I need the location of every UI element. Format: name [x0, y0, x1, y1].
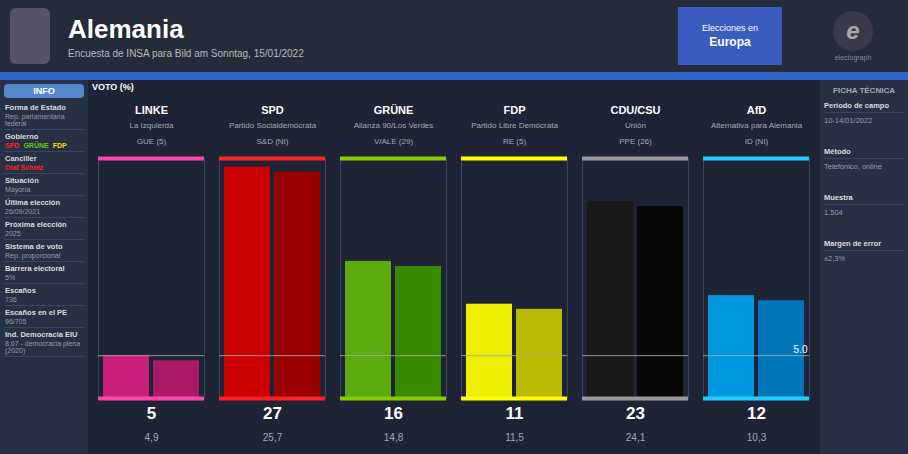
- svg-text:CDU/CSU: CDU/CSU: [610, 104, 660, 116]
- html-text:Europa: Europa: [709, 35, 751, 49]
- svg-text:11: 11: [506, 404, 524, 423]
- html-text:Ind. Democracia EIU: Ind. Democracia EIU: [5, 330, 78, 339]
- html-text:±2,3%: ±2,3%: [824, 254, 846, 263]
- html-text:FDP: FDP: [52, 142, 67, 149]
- html-text:Escaños en el PE: Escaños en el PE: [5, 308, 68, 317]
- html-text:Período de campo: Período de campo: [824, 101, 889, 110]
- html-text:Telefónico, online: Telefónico, online: [824, 162, 882, 171]
- svg-text:ID (NI): ID (NI): [745, 137, 769, 146]
- svg-text:GRÜNE: GRÜNE: [374, 104, 414, 116]
- svg-text:LINKE: LINKE: [135, 104, 168, 116]
- html-text:Elecciones en: Elecciones en: [702, 23, 758, 33]
- html-text:10-14/01/2022: 10-14/01/2022: [824, 116, 873, 125]
- svg-text:24,1: 24,1: [626, 432, 646, 443]
- svg-text:FDP: FDP: [504, 104, 526, 116]
- html-text:Barrera electoral: Barrera electoral: [5, 264, 65, 273]
- svg-text:4,9: 4,9: [145, 432, 159, 443]
- html-text:Mayoría: Mayoría: [5, 186, 31, 193]
- html-text:FICHA TÉCNICA: FICHA TÉCNICA: [833, 86, 895, 95]
- html-text:GRÜNE: GRÜNE: [23, 142, 49, 149]
- html-text:VOTO (%): VOTO (%): [92, 82, 134, 92]
- svg-text:25,7: 25,7: [263, 432, 283, 443]
- html-text:Última elección: Última elección: [5, 198, 60, 207]
- svg-text:RE (5): RE (5): [503, 137, 526, 146]
- svg-text:27: 27: [263, 404, 282, 423]
- html-text:Método: Método: [824, 147, 851, 156]
- html-text:Rep. parlamentaria federal: Rep. parlamentaria federal: [5, 113, 65, 127]
- svg-text:11,5: 11,5: [505, 432, 524, 443]
- html-text:8,67 - democracia plena (2020): 8,67 - democracia plena (2020): [5, 340, 81, 354]
- svg-text:Partido Socialdemócrata: Partido Socialdemócrata: [229, 121, 317, 130]
- svg-text:La Izquierda: La Izquierda: [129, 121, 174, 130]
- svg-text:S&D (NI): S&D (NI): [257, 137, 289, 146]
- html-text:Canciller: Canciller: [5, 154, 37, 163]
- svg-text:Unión: Unión: [625, 121, 646, 130]
- html-text:electograph: electograph: [834, 54, 872, 61]
- html-text:e: e: [846, 17, 860, 44]
- svg-text:Alternativa para Alemania: Alternativa para Alemania: [711, 121, 803, 130]
- svg-text:SPD: SPD: [261, 104, 284, 116]
- html-text:Forma de Estado: Forma de Estado: [5, 103, 66, 112]
- svg-text:Partido Libre Demócrata: Partido Libre Demócrata: [471, 121, 558, 130]
- html-text:736: 736: [5, 296, 17, 303]
- html-text:Alemania: Alemania: [68, 13, 184, 44]
- svg-text:GUE (5): GUE (5): [137, 137, 167, 146]
- svg-text:PPE (26): PPE (26): [619, 137, 652, 146]
- html-text:2025: 2025: [5, 230, 21, 237]
- svg-text:5.0: 5.0: [794, 344, 808, 355]
- html-text:26/09/2021: 26/09/2021: [5, 208, 40, 215]
- html-text:Encuesta de INSA para Bild am: Encuesta de INSA para Bild am Sonntag, 1…: [68, 47, 304, 59]
- svg-text:14,8: 14,8: [384, 432, 404, 443]
- html-text:INFO: INFO: [33, 86, 55, 96]
- html-text:Gobierno: Gobierno: [5, 132, 39, 141]
- html-text:Rep. proporcional: Rep. proporcional: [5, 252, 61, 259]
- html-text:Margen de error: Margen de error: [824, 239, 882, 248]
- svg-text:V/ALE (29): V/ALE (29): [374, 137, 413, 146]
- html-text:5%: 5%: [5, 274, 16, 281]
- html-text:96/705: 96/705: [5, 318, 27, 325]
- html-text:Próxima elección: Próxima elección: [5, 220, 67, 229]
- svg-text:10,3: 10,3: [747, 432, 767, 443]
- svg-text:5: 5: [147, 404, 156, 423]
- svg-text:Alianza 90/Los Verdes: Alianza 90/Los Verdes: [354, 121, 434, 130]
- html-text:1.504: 1.504: [824, 208, 843, 217]
- html-text:SPD: SPD: [5, 142, 20, 149]
- html-text:Muestra: Muestra: [824, 193, 853, 202]
- svg-text:16: 16: [384, 404, 403, 423]
- html-text:Escaños: Escaños: [5, 286, 36, 295]
- svg-text:23: 23: [626, 404, 645, 423]
- svg-text:12: 12: [747, 404, 766, 423]
- html-text:Sistema de voto: Sistema de voto: [5, 242, 63, 251]
- svg-text:AfD: AfD: [747, 104, 767, 116]
- html-text:Situación: Situación: [5, 176, 39, 185]
- html-text:Olaf Scholz: Olaf Scholz: [5, 164, 44, 171]
